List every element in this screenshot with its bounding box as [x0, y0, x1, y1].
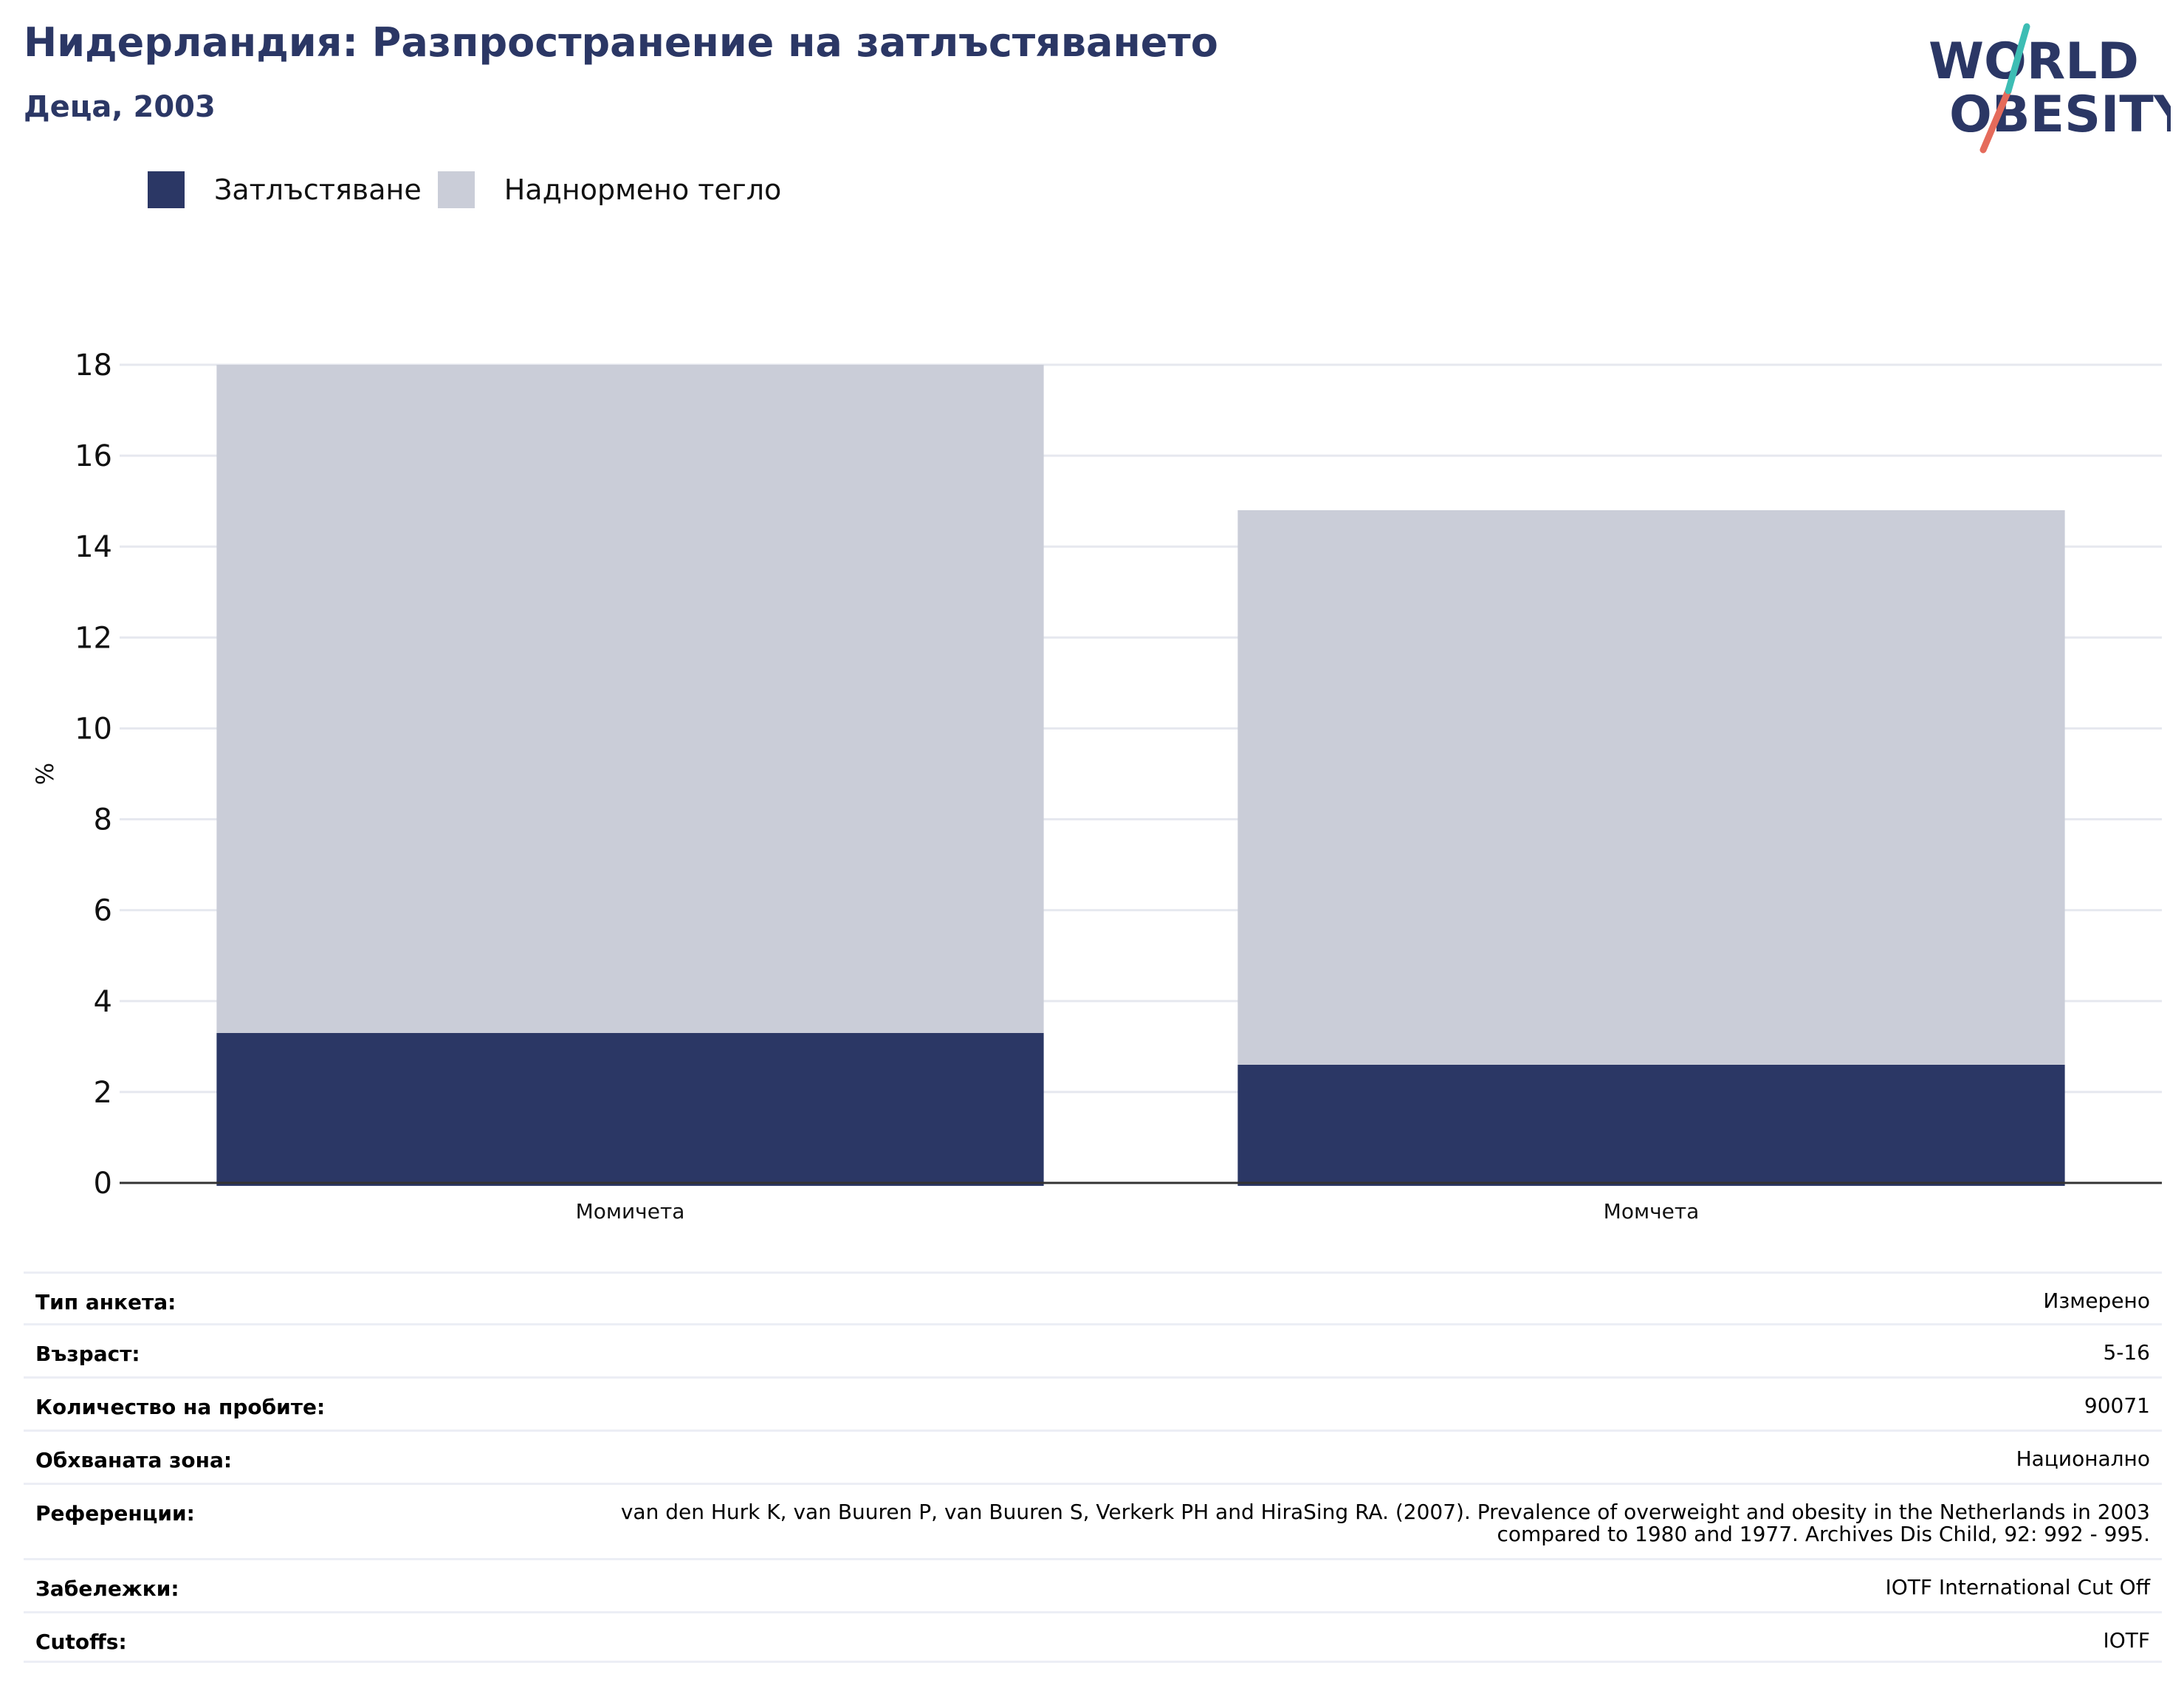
logo-slash-coral [1979, 87, 2012, 154]
details-value: IOTF [2103, 1628, 2150, 1653]
y-tick-label: 4 [94, 985, 112, 1019]
details-label: Cutoffs: [35, 1630, 127, 1654]
legend-label-obesity: Затлъстяване [214, 174, 422, 206]
y-tick-label: 8 [94, 803, 112, 837]
survey-details-table: Тип анкета: Измерено Възраст: 5-16 Количеств… [24, 1272, 2162, 1663]
stacked-bar-chart: 0 2 4 6 8 10 12 14 16 18% Момичета Момчета [31, 349, 2162, 1224]
details-label: Обхваната зона: [35, 1448, 233, 1472]
x-tick-label: Момичета [576, 1199, 685, 1224]
details-label: Възраст: [35, 1342, 140, 1366]
details-label: Количество на пробите: [35, 1395, 326, 1419]
details-row: Възраст: 5-16 [24, 1323, 2162, 1376]
x-tick-label: Момчета [1604, 1199, 1700, 1224]
details-value: 5-16 [2103, 1340, 2150, 1365]
page-title: Нидерландия: Разпространение на затлъстя… [24, 19, 1218, 66]
y-tick-label: 12 [75, 621, 112, 655]
legend-item-obesity[interactable]: Затлъстяване [148, 171, 422, 208]
bar-overweight [216, 365, 1044, 1033]
details-row: Референции: van den Hurk K, van Buuren P,… [24, 1483, 2162, 1558]
y-tick-label: 10 [75, 712, 112, 746]
details-label: Референции: [35, 1501, 195, 1526]
details-row: Обхваната зона: Национално [24, 1430, 2162, 1483]
logo-line-2: OBESITY [1949, 86, 2171, 144]
legend-swatch-obesity [148, 171, 185, 208]
details-row: Тип анкета: Измерено [24, 1272, 2162, 1323]
details-label: Забележки: [35, 1576, 179, 1601]
bar-obesity [1237, 1064, 2065, 1186]
legend-item-overweight[interactable]: Наднормено тегло [437, 171, 782, 208]
y-tick-label: 6 [94, 894, 112, 928]
logo-slash-teal [2005, 23, 2030, 95]
page-subtitle: Деца, 2003 [24, 90, 216, 124]
details-value: IOTF International Cut Off [1885, 1575, 2150, 1599]
details-value: van den Hurk K, van Buuren P, van Buuren… [620, 1500, 2150, 1546]
details-value: Измерено [2043, 1288, 2150, 1313]
y-tick-label: 14 [75, 530, 112, 564]
details-value: Национално [2016, 1447, 2150, 1471]
y-tick-label: 0 [94, 1167, 112, 1201]
y-axis-label: % [31, 763, 59, 785]
legend-label-overweight: Наднормено тегло [504, 174, 782, 206]
details-row: Количество на пробите: 90071 [24, 1376, 2162, 1430]
y-tick-label: 18 [75, 349, 112, 382]
chart-legend: Затлъстяване Наднормено тегло [148, 171, 797, 208]
legend-swatch-overweight [437, 171, 475, 208]
details-label: Тип анкета: [35, 1290, 176, 1314]
bar-obesity [216, 1032, 1044, 1186]
details-row: Cutoffs: IOTF [24, 1611, 2162, 1663]
details-row: Забележки: IOTF International Cut Off [24, 1558, 2162, 1611]
details-value: 90071 [2084, 1393, 2150, 1418]
y-tick-label: 16 [75, 439, 112, 473]
logo-line-1: WORLD [1929, 32, 2139, 91]
world-obesity-logo: WORLD OBESITY [1929, 23, 2171, 154]
y-tick-label: 2 [94, 1076, 112, 1110]
bar-overweight [1237, 509, 2065, 1065]
